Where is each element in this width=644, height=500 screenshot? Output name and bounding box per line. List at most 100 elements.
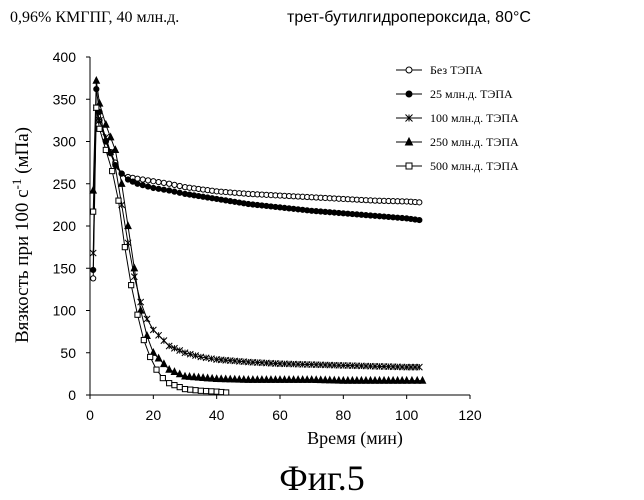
data-point [235, 374, 244, 383]
data-point [115, 197, 122, 204]
data-point [155, 185, 162, 192]
data-point [192, 387, 199, 394]
data-point [267, 375, 275, 383]
x-tick-label: 20 [146, 407, 162, 423]
data-point [248, 375, 257, 383]
data-point [262, 375, 271, 383]
data-point [307, 375, 316, 383]
data-point [194, 372, 203, 381]
data-point [153, 366, 160, 373]
legend-label: 250 млн.д. ТЭПА [430, 135, 519, 149]
data-point [221, 374, 230, 383]
data-point [253, 375, 262, 383]
y-tick-label: 200 [53, 218, 77, 234]
data-point [186, 350, 194, 358]
data-point [405, 114, 413, 122]
data-point [143, 315, 151, 323]
chart-title-part2: трет-бутилгидропероксида, 80°С [287, 9, 531, 26]
data-point [171, 181, 178, 188]
x-tick-label: 40 [209, 407, 225, 423]
data-point [208, 388, 215, 395]
data-point [93, 104, 100, 111]
x-tick-label: 0 [86, 407, 94, 423]
data-point [187, 386, 194, 393]
series-3 [89, 104, 423, 371]
data-point [312, 375, 321, 384]
series-2 [90, 86, 423, 274]
legend-item: 100 млн.д. ТЭПА [396, 111, 519, 125]
data-point [144, 183, 152, 190]
data-point [124, 221, 132, 230]
x-axis-label: Время (мин) [307, 428, 403, 449]
data-point [134, 180, 141, 187]
data-point [143, 331, 151, 339]
data-point [362, 375, 370, 384]
data-point [155, 178, 162, 186]
data-point [416, 216, 423, 224]
y-axis-label-main: Вязкость при 100 с [12, 189, 33, 343]
data-point [149, 326, 157, 334]
data-point [139, 176, 146, 183]
legend-item: Без ТЭПА [396, 63, 483, 77]
data-point [208, 373, 217, 382]
legend-item: 250 млн.д. ТЭПА [396, 135, 519, 149]
legend-label: 500 млн.д. ТЭПА [430, 159, 519, 173]
data-point [375, 375, 384, 384]
data-point [244, 375, 253, 383]
data-point [181, 371, 189, 380]
data-point [121, 244, 128, 251]
data-point [181, 349, 189, 357]
data-point [102, 146, 109, 154]
data-point [89, 185, 98, 194]
data-point [160, 179, 167, 187]
data-point [343, 375, 352, 384]
data-point [405, 90, 413, 98]
figure-label: Фиг.5 [279, 458, 364, 498]
data-point [166, 180, 173, 187]
data-point [223, 389, 230, 396]
data-point [257, 375, 266, 383]
data-point [398, 375, 407, 384]
data-point [276, 375, 284, 383]
y-tick-label: 150 [53, 260, 77, 276]
data-point [171, 382, 178, 389]
series-1 [90, 104, 423, 282]
x-tick-label: 60 [272, 407, 288, 423]
data-point [298, 375, 307, 383]
data-point [95, 98, 104, 107]
data-point [405, 66, 413, 74]
data-point [404, 136, 414, 146]
data-point [144, 177, 152, 184]
data-point [316, 375, 325, 384]
data-point [280, 375, 289, 383]
data-point [130, 273, 138, 281]
axis-ticks: 0 20 40 60 80 100 120 0 50 100 150 200 250 300 350 400 [53, 49, 482, 423]
data-point [147, 353, 154, 361]
data-point [92, 75, 101, 84]
data-point [203, 373, 212, 382]
data-point [101, 119, 110, 128]
x-tick-label: 100 [395, 407, 419, 423]
data-point [393, 375, 402, 384]
data-point [212, 374, 221, 383]
data-point [185, 372, 194, 380]
legend-label: 100 млн.д. ТЭПА [430, 111, 519, 125]
data-point [159, 375, 166, 382]
data-point [150, 178, 157, 185]
data-point [415, 363, 423, 371]
data-point [109, 167, 116, 175]
data-point [149, 348, 158, 356]
data-point [192, 352, 200, 360]
series-5 [90, 104, 230, 396]
data-point [271, 375, 280, 383]
data-point [408, 375, 416, 384]
chart-title-part1: 0,96% КМГПГ, 40 млн.д. [10, 9, 179, 26]
data-point [111, 145, 120, 154]
plot-area: 0 20 40 60 80 100 120050100150200250300350400 … [53, 49, 519, 423]
data-point [171, 188, 178, 195]
data-point [165, 364, 174, 373]
legend-label: 25 млн.д. ТЭПА [430, 87, 513, 101]
data-point [150, 184, 157, 192]
y-tick-label: 250 [53, 176, 77, 192]
